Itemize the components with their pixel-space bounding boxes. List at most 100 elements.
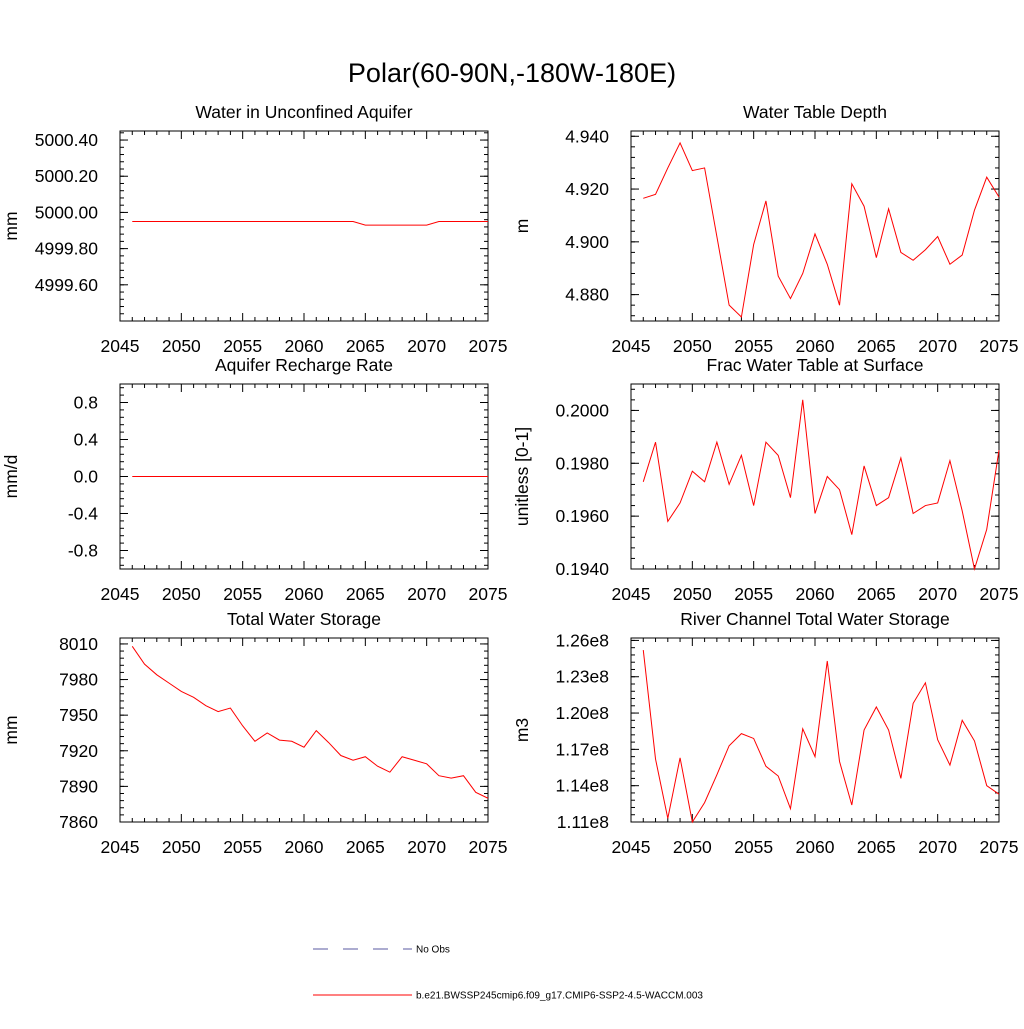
y-axis-label: unitless [0-1] (512, 427, 532, 526)
y-tick-label: 1.20e8 (555, 703, 609, 723)
x-tick-label: 2075 (469, 584, 508, 604)
x-tick-label: 2070 (918, 837, 957, 857)
x-tick-label: 2075 (980, 584, 1019, 604)
y-axis-label: mm (1, 211, 21, 240)
x-tick-label: 2065 (346, 837, 385, 857)
x-tick-label: 2045 (101, 336, 140, 356)
x-tick-label: 2050 (162, 336, 201, 356)
y-tick-label: 0.4 (74, 430, 99, 450)
y-tick-label: -0.8 (68, 541, 98, 561)
legend-label-model: b.e21.BWSSP245cmip6.f09_g17.CMIP6-SSP2-4… (416, 991, 703, 1002)
y-tick-label: 5000.00 (35, 202, 99, 222)
y-tick-label: 8010 (59, 634, 98, 654)
x-tick-label: 2065 (346, 584, 385, 604)
y-tick-label: 4.920 (565, 179, 609, 199)
y-tick-label: 1.26e8 (555, 630, 609, 650)
x-tick-label: 2045 (101, 837, 140, 857)
x-tick-label: 2060 (285, 584, 324, 604)
x-tick-label: 2075 (469, 336, 508, 356)
series-line-1 (642, 650, 1000, 824)
x-tick-label: 2055 (223, 584, 262, 604)
x-tick-label: 2050 (162, 584, 201, 604)
y-tick-label: 4.900 (565, 232, 609, 252)
series-line-1 (643, 141, 1000, 319)
chart-panel-4: Frac Water Table at Surface unitless [0-1… (512, 355, 1018, 604)
x-tick-label: 2045 (612, 584, 651, 604)
chart-panel-6: River Channel Total Water Storage m3 2045 2… (512, 609, 1018, 857)
y-axis-label: m (512, 219, 532, 234)
x-tick-label: 2050 (162, 837, 201, 857)
x-tick-label: 2075 (469, 837, 508, 857)
x-tick-label: 2050 (673, 837, 712, 857)
x-tick-label: 2060 (796, 584, 835, 604)
chart-title: Total Water Storage (227, 609, 381, 629)
chart-panel-2: Water Table Depth m 2045 2050 2055 2060 2065 20… (512, 102, 1018, 356)
x-tick-label: 2060 (285, 837, 324, 857)
x-tick-label: 2070 (918, 336, 957, 356)
x-tick-label: 2060 (796, 336, 835, 356)
x-tick-label: 2070 (407, 336, 446, 356)
y-tick-label: 1.17e8 (555, 739, 609, 759)
chart-title: Water in Unconfined Aquifer (195, 102, 412, 122)
panels: Water in Unconfined Aquifer mm 2045 2050 205… (1, 102, 1018, 857)
y-tick-label: 0.8 (74, 393, 98, 413)
y-tick-label: 0.1980 (555, 453, 609, 473)
y-tick-label: 4.940 (565, 126, 609, 146)
chart-panel-1: Water in Unconfined Aquifer mm 2045 2050 205… (1, 102, 507, 356)
y-axis-label: mm/d (1, 455, 21, 499)
chart-title: Water Table Depth (743, 102, 887, 122)
y-tick-label: 5000.20 (35, 166, 99, 186)
x-tick-label: 2065 (857, 584, 896, 604)
x-tick-label: 2070 (918, 584, 957, 604)
y-tick-label: 0.2000 (555, 400, 609, 420)
y-tick-label: 0.1940 (555, 559, 609, 579)
legend-label-obs: No Obs (416, 945, 450, 956)
x-tick-label: 2065 (346, 336, 385, 356)
y-axis-label: m3 (512, 718, 532, 742)
y-tick-label: 4999.60 (35, 275, 99, 295)
x-tick-label: 2070 (407, 584, 446, 604)
x-tick-label: 2045 (612, 336, 651, 356)
y-tick-label: -0.4 (68, 504, 98, 524)
series-line-1 (131, 646, 489, 799)
x-tick-label: 2050 (673, 336, 712, 356)
chart-panel-5: Total Water Storage mm 2045 2050 2055 2060 206… (1, 609, 507, 857)
x-tick-label: 2060 (285, 336, 324, 356)
chart-title: Frac Water Table at Surface (707, 355, 924, 375)
y-tick-label: 0.0 (74, 467, 99, 487)
y-tick-label: 0.1960 (555, 506, 609, 526)
y-axis-label: mm (1, 715, 21, 744)
x-tick-label: 2045 (612, 837, 651, 857)
x-tick-label: 2055 (734, 336, 773, 356)
x-tick-label: 2055 (223, 837, 262, 857)
y-tick-label: 1.23e8 (555, 667, 609, 687)
y-tick-label: 5000.40 (35, 130, 99, 150)
chart-title: River Channel Total Water Storage (680, 609, 949, 629)
x-tick-label: 2065 (857, 336, 896, 356)
legend: No Obs b.e21.BWSSP245cmip6.f09_g17.CMIP6… (313, 945, 703, 1002)
y-tick-label: 7890 (59, 776, 98, 796)
y-tick-label: 1.11e8 (557, 812, 609, 832)
x-tick-label: 2065 (857, 837, 896, 857)
x-tick-label: 2045 (101, 584, 140, 604)
y-tick-label: 7980 (59, 670, 98, 690)
y-tick-label: 4.880 (565, 285, 609, 305)
series-line-1 (642, 399, 1000, 571)
x-tick-label: 2075 (980, 336, 1019, 356)
x-tick-label: 2055 (223, 336, 262, 356)
x-tick-label: 2055 (734, 837, 773, 857)
chart-panel-3: Aquifer Recharge Rate mm/d 2045 2050 2055 206… (1, 355, 507, 604)
x-tick-label: 2070 (407, 837, 446, 857)
figure-title: Polar(60-90N,-180W-180E) (348, 58, 676, 88)
y-tick-label: 4999.80 (35, 239, 99, 259)
y-tick-label: 7950 (59, 705, 98, 725)
x-tick-label: 2055 (734, 584, 773, 604)
chart-title: Aquifer Recharge Rate (215, 355, 393, 375)
x-tick-label: 2060 (796, 837, 835, 857)
series-line-1 (132, 220, 488, 226)
y-tick-label: 7920 (59, 741, 98, 761)
y-tick-label: 7860 (59, 812, 98, 832)
x-tick-label: 2050 (673, 584, 712, 604)
